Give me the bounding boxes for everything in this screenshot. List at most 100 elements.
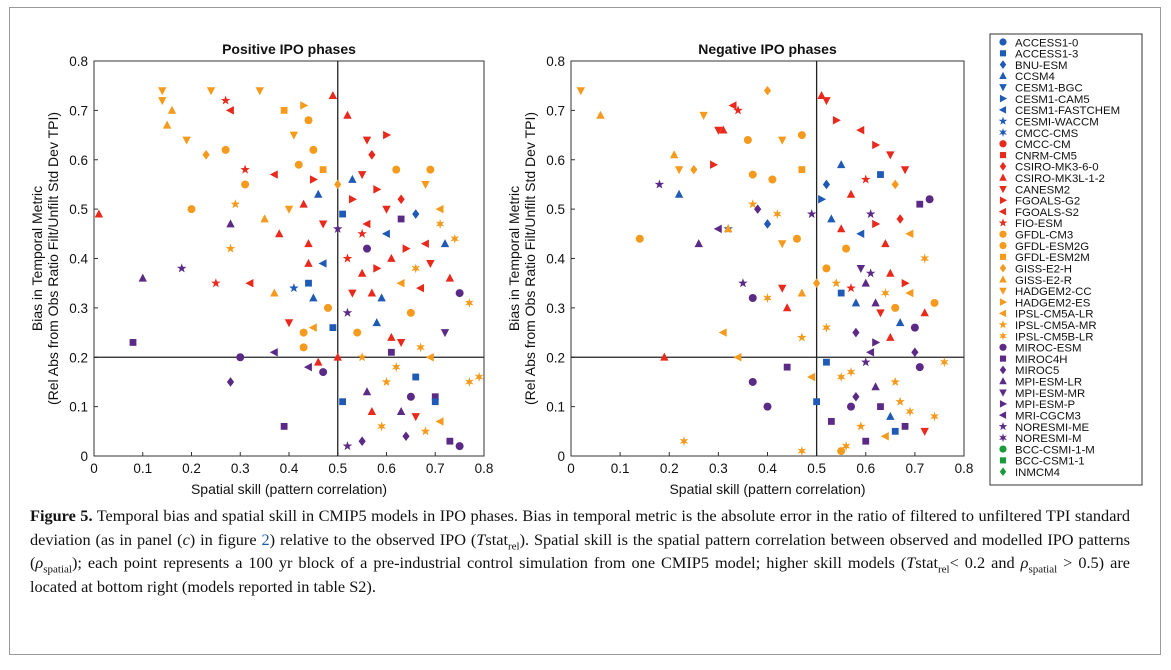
data-point xyxy=(862,437,870,445)
data-point xyxy=(299,328,308,337)
data-point xyxy=(387,253,396,262)
x-tick-label: 0.6 xyxy=(377,461,396,476)
y-tick-label: 0.1 xyxy=(69,400,88,415)
legend-marker xyxy=(999,365,1007,375)
legend-entry: CESMI-WACCM xyxy=(1015,116,1099,128)
figure-reference-link[interactable]: 2 xyxy=(261,529,270,549)
data-point xyxy=(832,116,841,125)
data-point xyxy=(440,329,450,338)
data-point xyxy=(674,166,684,175)
data-point xyxy=(831,278,842,288)
data-point xyxy=(836,224,846,233)
data-point xyxy=(797,332,807,342)
legend-entry: ACCESS1-3 xyxy=(1015,49,1078,61)
data-point xyxy=(362,136,372,145)
y-tick-label: 0 xyxy=(557,449,565,464)
caption-text: ) relative to the observed IPO ( xyxy=(269,529,477,549)
data-point xyxy=(304,116,313,125)
data-point xyxy=(455,289,464,298)
data-point xyxy=(895,318,905,327)
legend-marker xyxy=(999,433,1007,443)
legend-entry: CMCC-CM xyxy=(1015,139,1071,151)
data-point xyxy=(357,268,367,277)
data-point xyxy=(167,105,177,114)
data-point xyxy=(348,195,357,204)
data-point xyxy=(411,263,421,274)
legend-entry: ACCESS1-0 xyxy=(1015,37,1078,49)
x-tick-label: 0.8 xyxy=(955,461,974,476)
legend-entry: MIROC4H xyxy=(1015,354,1068,366)
data-point xyxy=(381,229,390,239)
data-point xyxy=(694,239,703,248)
data-point xyxy=(396,339,406,348)
y-tick-label: 0.4 xyxy=(69,252,88,267)
data-point xyxy=(304,258,313,267)
data-point xyxy=(299,343,308,352)
data-point xyxy=(269,170,278,179)
data-point xyxy=(342,307,353,317)
legend-marker xyxy=(999,84,1007,92)
data-point xyxy=(763,402,772,411)
data-point xyxy=(866,348,875,357)
data-point xyxy=(435,218,445,229)
data-point xyxy=(357,171,367,180)
data-point xyxy=(718,328,727,337)
x-axis-label: Spatial skill (pattern correlation) xyxy=(191,481,387,497)
y-tick-label: 0.5 xyxy=(546,202,565,217)
data-point xyxy=(387,348,395,356)
data-point xyxy=(674,189,684,198)
data-point xyxy=(348,289,357,298)
data-point xyxy=(396,278,405,288)
legend-marker xyxy=(998,218,1008,227)
legend-marker xyxy=(998,116,1008,125)
data-point xyxy=(940,357,949,368)
data-point xyxy=(431,398,439,406)
data-point xyxy=(294,160,303,169)
data-point xyxy=(362,219,371,229)
data-point xyxy=(596,110,605,119)
data-point xyxy=(363,244,371,253)
y-tick-label: 0 xyxy=(80,449,88,464)
data-point xyxy=(915,363,924,372)
legend-marker xyxy=(998,320,1008,329)
data-point xyxy=(905,229,914,239)
legend-marker xyxy=(999,389,1007,397)
legend-box xyxy=(989,33,1143,486)
data-point xyxy=(339,210,347,218)
data-point xyxy=(886,411,895,420)
data-point xyxy=(783,363,791,371)
data-point xyxy=(372,318,381,327)
data-point xyxy=(226,377,235,387)
data-point xyxy=(901,422,909,430)
data-point xyxy=(138,273,147,282)
data-point xyxy=(822,179,831,190)
legend: ACCESS1-0ACCESS1-3BNU-ESMCCSM4CESM1-BGCC… xyxy=(989,33,1143,486)
data-point xyxy=(255,87,264,96)
data-point xyxy=(871,298,880,307)
data-point xyxy=(309,145,318,154)
x-tick-label: 0.6 xyxy=(856,461,875,476)
data-point xyxy=(241,180,250,189)
data-point xyxy=(778,284,787,293)
data-point xyxy=(358,436,366,446)
data-point xyxy=(367,288,377,297)
caption-text: ) in figure xyxy=(189,529,262,549)
legend-entry: IPSL-CM5A-LR xyxy=(1015,309,1094,321)
data-point xyxy=(226,219,235,228)
data-point xyxy=(860,174,871,184)
caption-text: ). Spatial skill is the spatial pattern … xyxy=(30,529,1130,573)
data-point xyxy=(856,229,865,239)
legend-marker xyxy=(999,377,1007,385)
legend-entry: CESM1-FASTCHEM xyxy=(1015,105,1120,117)
data-point xyxy=(822,97,831,106)
data-point xyxy=(402,431,410,442)
legend-marker xyxy=(999,331,1007,341)
data-point xyxy=(333,352,342,361)
data-point xyxy=(891,427,899,435)
legend-entry: CSIRO-MK3L-1-2 xyxy=(1015,173,1105,185)
data-point xyxy=(881,288,890,299)
data-point xyxy=(886,151,895,160)
data-point xyxy=(382,205,391,214)
data-point xyxy=(396,406,406,415)
data-point xyxy=(309,293,318,302)
